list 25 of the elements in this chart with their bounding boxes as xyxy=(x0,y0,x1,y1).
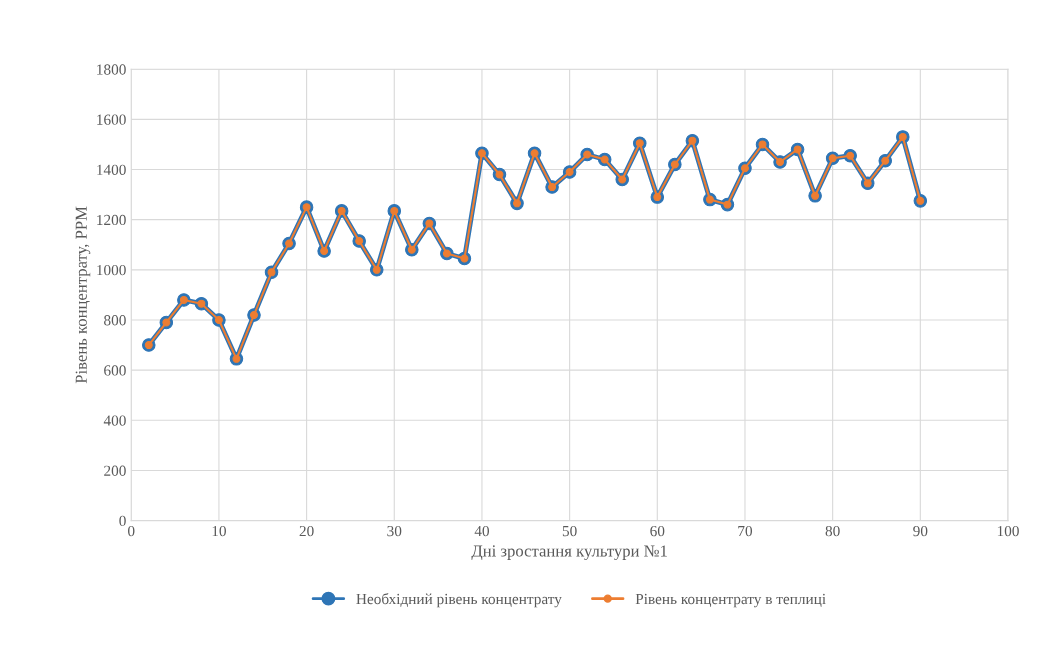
y-tick-label: 600 xyxy=(104,365,126,376)
legend-label: Необхідний рівень концентрату xyxy=(356,593,562,608)
x-tick-label: 50 xyxy=(562,525,577,537)
x-tick-label: 90 xyxy=(913,525,928,537)
y-tick-label: 1400 xyxy=(97,164,126,175)
x-tick-label: 20 xyxy=(299,525,314,537)
x-tick-label: 30 xyxy=(387,525,402,537)
x-tick-label: 80 xyxy=(825,525,840,537)
y-tick-label: 1200 xyxy=(97,214,126,226)
y-tick-label: 1600 xyxy=(97,114,126,125)
x-tick-label: 70 xyxy=(738,525,753,537)
y-axis-title: Рівень концентрату, PPM xyxy=(75,206,91,384)
x-tick-label: 40 xyxy=(474,525,490,537)
y-tick-label: 1800 xyxy=(97,64,126,75)
x-tick-label: 0 xyxy=(128,525,135,537)
x-tick-label: 60 xyxy=(650,525,665,537)
x-tick-label: 100 xyxy=(997,525,1019,537)
x-tick-label: 10 xyxy=(212,525,226,537)
y-tick-label: 0 xyxy=(119,515,126,527)
y-tick-label: 1000 xyxy=(97,264,126,276)
y-tick-label: 200 xyxy=(104,465,126,476)
x-axis-title: Дні зростання культури №1 xyxy=(471,545,667,560)
y-tick-label: 400 xyxy=(103,415,126,426)
y-tick-label: 800 xyxy=(104,315,126,326)
legend-label: Рівень концентрату в теплиці xyxy=(635,593,826,608)
